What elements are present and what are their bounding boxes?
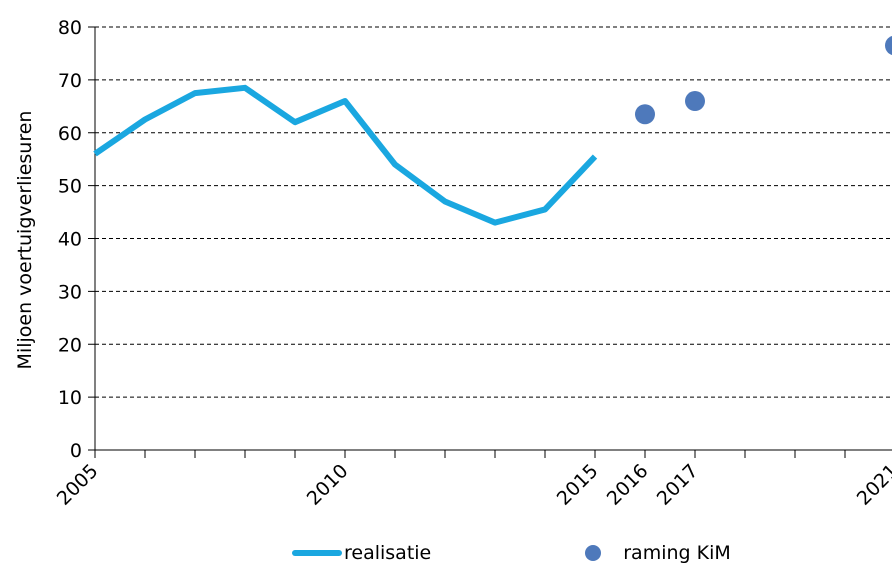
x-tick-label: 2021 <box>853 460 892 510</box>
y-tick-label: 50 <box>58 176 82 198</box>
y-tick-label: 10 <box>58 387 82 409</box>
x-tick-label: 2005 <box>53 460 103 510</box>
series <box>93 35 892 226</box>
x-tick-labels: 2005 2010 2015 2016 2017 2021 <box>53 460 892 510</box>
legend: realisatie raming KiM <box>292 540 731 566</box>
y-tick-label: 40 <box>58 229 82 251</box>
x-tick-label: 2017 <box>653 460 703 510</box>
y-tick-label: 20 <box>58 334 82 356</box>
x-tick-label: 2016 <box>603 460 653 510</box>
x-ticks <box>94 450 846 458</box>
series-line-realisatie <box>93 84 598 226</box>
y-tick-labels: 0 10 20 30 40 50 60 70 80 <box>58 17 82 462</box>
legend-label-raming: raming KiM <box>623 542 731 564</box>
axes <box>94 27 892 451</box>
legend-dot-swatch <box>585 545 602 561</box>
data-point-raming <box>635 104 655 125</box>
x-tick-label: 2010 <box>303 460 353 510</box>
y-tick-label: 60 <box>58 123 82 145</box>
y-tick-label: 80 <box>58 17 82 39</box>
y-tick-label: 30 <box>58 281 82 303</box>
data-point-raming <box>885 35 892 56</box>
y-tick-label: 0 <box>70 440 82 462</box>
x-tick-label: 2015 <box>553 460 603 510</box>
legend-line-swatch <box>292 550 342 556</box>
legend-item-raming: raming KiM <box>431 542 731 564</box>
gridlines <box>88 26 892 451</box>
y-axis-title: Miljoen voertuigverliesuren <box>14 111 36 370</box>
y-tick-label: 70 <box>58 70 82 92</box>
legend-label-realisatie: realisatie <box>344 542 432 564</box>
data-point-raming <box>685 91 705 112</box>
legend-item-realisatie: realisatie <box>292 542 431 564</box>
